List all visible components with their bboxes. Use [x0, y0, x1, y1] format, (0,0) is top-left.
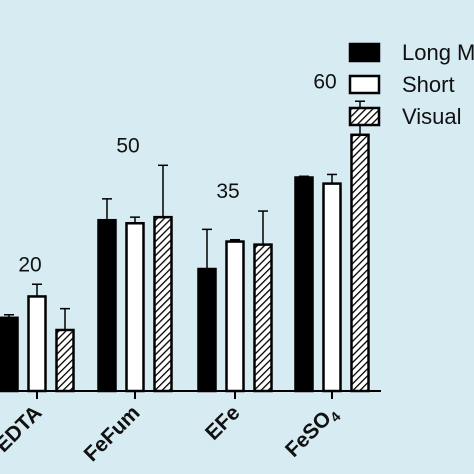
bar: [0, 316, 19, 393]
group-value-label: 50: [116, 134, 139, 157]
bar: [253, 243, 273, 393]
legend: Long M Short Visual: [348, 40, 474, 129]
legend-swatch: [348, 106, 381, 127]
group-value-label: 35: [216, 180, 239, 203]
bar: [197, 267, 217, 393]
x-tick-label: FeSO4: [281, 401, 344, 464]
legend-label: Visual: [402, 104, 462, 129]
bar: [125, 222, 145, 393]
x-tick-label: EFe: [201, 401, 244, 444]
bar: [225, 240, 245, 393]
x-tick-subscript: 4: [327, 408, 344, 425]
bar: [27, 295, 47, 393]
bar: [55, 328, 75, 393]
bar: [294, 176, 314, 393]
bar: [322, 182, 342, 393]
bar: [350, 133, 370, 393]
legend-swatch: [348, 74, 381, 95]
legend-swatch: [348, 42, 381, 63]
bar: [97, 218, 117, 393]
legend-label: Short: [402, 72, 455, 97]
group-value-label: 60: [313, 70, 336, 93]
x-tick-label: FeFum: [80, 401, 145, 466]
legend-label: Long M: [402, 40, 474, 65]
x-tick-label: EDTA: [0, 401, 47, 457]
bar: [153, 215, 173, 393]
group-value-label: 20: [18, 253, 41, 276]
plot-area: 20 EDTA 50 FeFum 35 EFe 60 FeSO4: [0, 70, 381, 466]
